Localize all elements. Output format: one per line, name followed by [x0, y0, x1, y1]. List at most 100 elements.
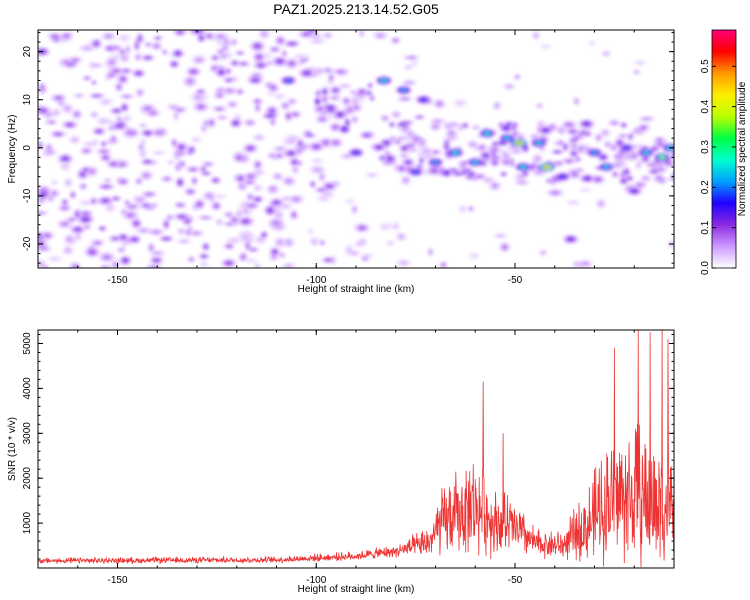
spectrogram-speckle — [116, 247, 127, 253]
spectrogram-speckle — [87, 63, 105, 68]
spectrogram-speckle — [138, 123, 148, 128]
snr-ylabel: SNR (10 * v/v) — [7, 417, 18, 481]
spectrogram-track-cell — [398, 152, 411, 160]
spectrogram-feature — [514, 162, 531, 172]
spectrogram-speckle — [488, 181, 502, 191]
spectrogram-speckle — [274, 35, 286, 46]
spectrogram-speckle — [41, 148, 58, 157]
spectrogram-speckle — [492, 101, 502, 111]
spectrogram-speckle — [306, 228, 315, 235]
spectrogram-speckle — [95, 116, 112, 126]
spectrogram-speckle — [378, 221, 394, 232]
spectrogram-speckle — [59, 32, 74, 40]
spectrogram-track-cell — [313, 96, 322, 107]
spectrogram-track-cell — [379, 114, 391, 123]
spectrogram-speckle — [124, 44, 132, 55]
spectrogram-speckle — [110, 45, 123, 51]
spectrogram-speckle — [539, 250, 548, 256]
spectrogram-feature — [280, 75, 297, 85]
spectrogram-track-cell — [350, 102, 363, 113]
spectrogram-speckle — [513, 74, 521, 80]
spectrogram-speckle — [83, 247, 101, 258]
spectrogram-speckle — [307, 141, 325, 152]
spectrogram-speckle — [114, 81, 124, 93]
spectrogram-speckle — [358, 236, 368, 247]
spectrogram-feature — [375, 75, 392, 85]
spectrogram-speckle — [56, 101, 67, 107]
spectrogram-speckle — [147, 242, 155, 253]
spectrogram-speckle — [281, 49, 288, 57]
spectrogram-speckle — [140, 54, 156, 61]
spectrogram-track-cell — [443, 134, 460, 142]
spectrogram-speckle — [171, 48, 185, 59]
y-tick-label: 2000 — [22, 467, 33, 490]
spectrogram-feature — [427, 157, 444, 167]
y-tick-label: -20 — [22, 236, 33, 251]
spectrogram-feature — [538, 162, 555, 172]
spectrogram-speckle — [140, 129, 155, 138]
colorbar: 0.0 0.1 0.2 0.3 0.4 0.5 Normalized spectral a… — [700, 29, 748, 275]
spectrogram-speckle — [279, 101, 291, 111]
spectrogram-track-cell — [571, 135, 581, 143]
spectrogram-track-cell — [341, 96, 352, 106]
spectrogram-speckle — [186, 75, 194, 87]
spectrogram-track-cell — [611, 170, 619, 178]
spectrogram-speckle — [272, 92, 287, 101]
spectrogram-speckle — [202, 190, 217, 201]
spectrogram-speckle — [273, 204, 281, 211]
spectrogram-speckle — [92, 127, 106, 136]
spectrogram-speckle — [190, 92, 207, 103]
spectrogram-speckle — [322, 31, 334, 39]
spectrogram-track-cell — [567, 170, 581, 176]
spectrogram-track-cell — [479, 150, 493, 161]
spectrogram-speckle — [280, 262, 297, 268]
spectrogram-speckle — [269, 247, 281, 257]
spectrogram-track-cell — [565, 127, 580, 136]
spectrogram-track-cell — [489, 158, 500, 167]
spectrogram-speckle — [98, 225, 107, 232]
spectrogram-feature — [530, 138, 547, 148]
spectrogram-speckle — [71, 109, 83, 120]
spectrogram-speckle — [223, 242, 236, 250]
spectrogram-track-cell — [390, 110, 402, 119]
spectrogram-speckle — [78, 182, 88, 191]
spectrogram-speckle — [267, 83, 280, 93]
spectrogram-speckle — [535, 102, 544, 109]
spectrogram-speckle — [100, 32, 117, 41]
spectrogram-track-cell — [329, 95, 339, 101]
spectrogram-speckle — [289, 209, 299, 221]
spectrogram-speckle — [186, 224, 193, 231]
spectrogram-feature — [626, 186, 643, 196]
colorbar-tick-label: 0.0 — [700, 261, 711, 275]
y-tick-label: 0 — [22, 145, 33, 151]
spectrogram-speckle — [184, 187, 197, 196]
spectrogram-track-cell — [465, 174, 474, 181]
spectrogram-speckle — [61, 103, 74, 114]
spectrogram-track-cell — [322, 86, 329, 97]
spectrogram-track-cell — [418, 146, 435, 156]
spectrogram-speckle — [199, 171, 213, 176]
spectrogram-speckle — [105, 76, 112, 81]
spectrogram-speckle — [104, 203, 117, 213]
spectrogram-track-cell — [326, 79, 334, 85]
spectrogram-track-cell — [368, 94, 376, 102]
spectrogram-speckle — [229, 118, 242, 128]
spectrogram-speckle — [144, 265, 163, 268]
colorbar-bar — [711, 29, 737, 269]
y-tick-label: 10 — [22, 94, 33, 106]
spectrogram-heatmap — [38, 30, 674, 268]
spectrogram-feature — [467, 157, 484, 167]
spectrogram-ylabel: Frequency (Hz) — [7, 115, 18, 184]
spectrogram-speckle — [124, 203, 141, 210]
spectrogram-speckle — [309, 180, 316, 188]
spectrogram-feature — [654, 152, 671, 162]
spectrogram-speckle — [638, 116, 656, 122]
spectrogram-speckle — [270, 219, 281, 227]
colorbar-tick-label: 0.1 — [700, 220, 711, 234]
spectrogram-track-cell — [418, 157, 426, 164]
spectrogram-feature — [618, 143, 635, 153]
spectrogram-speckle — [308, 165, 327, 175]
spectrogram-track-cell — [603, 140, 612, 149]
spectrogram-speckle — [243, 119, 258, 127]
